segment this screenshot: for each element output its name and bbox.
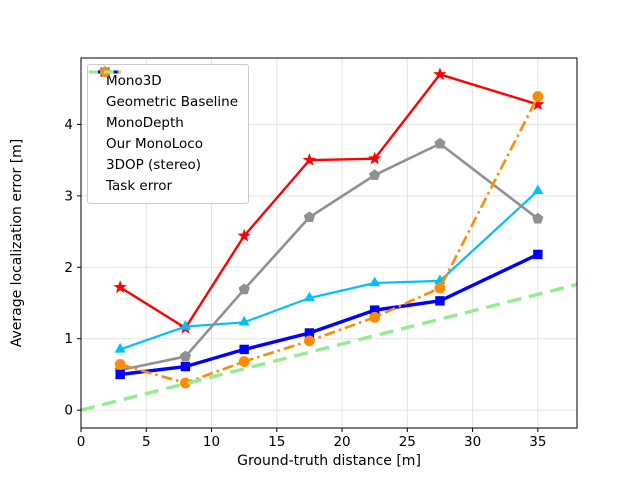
pentagon-marker [532,212,544,224]
square-marker [304,328,315,338]
legend-item-our-monoloco: Our MonoLoco [89,67,238,154]
circle-marker [180,377,191,389]
star-marker [368,151,382,165]
y-tick-label-2: 2 [64,260,73,276]
legend-label-monodepth: MonoDepth [106,115,184,131]
star-marker [113,280,127,293]
pentagon-marker [303,211,316,223]
y-tick-label-0: 0 [64,403,73,419]
triangle-marker [369,276,381,287]
x-tick-label-15: 15 [268,434,285,450]
x-tick-label-35: 35 [529,434,546,450]
pentagon-marker [179,350,192,362]
axis-ticks: 0 5 10 15 20 25 30 35 0 1 2 3 4 [64,117,546,450]
legend-label-our-monoloco: Our MonoLoco [106,136,203,152]
legend: Mono3D Geometric Baseline MonoDepth Our Mon… [87,64,250,204]
triangle-marker [114,343,126,353]
square-marker [115,369,125,380]
y-tick-label-4: 4 [64,117,73,133]
legend-item-geometric-baseline: Geometric Baseline [89,65,239,112]
x-tick-label-10: 10 [203,434,220,450]
series-layer [80,67,578,412]
x-tick-label-25: 25 [399,434,416,450]
y-axis-label: Average localization error [m] [9,139,25,348]
y-tick-label-1: 1 [64,331,73,347]
triangle-marker [179,320,191,330]
x-tick-label-0: 0 [77,434,86,450]
triangle-marker [532,184,544,195]
star-marker [531,97,545,111]
circle-marker [532,91,544,102]
y-tick-label-3: 3 [64,188,73,204]
series-3dop-stereo [114,91,544,389]
circle-marker [238,356,250,367]
legend-label-geometric-baseline: Geometric Baseline [106,94,239,110]
square-marker [369,305,380,315]
pentagon-marker [369,169,381,180]
triangle-marker [303,291,315,302]
legend-item-task-error: Task error [89,70,238,196]
x-tick-label-20: 20 [333,434,350,450]
legend-label-3dop-stereo: 3DOP (stereo) [106,157,202,173]
square-marker [180,361,191,372]
square-marker [435,296,445,306]
legend-sample-task-error [89,70,121,74]
series-line-task-error [80,282,578,412]
x-tick-label-5: 5 [142,434,151,450]
series-our-monoloco [115,249,543,380]
x-tick-label-30: 30 [464,434,481,450]
legend-label-mono3d: Mono3D [106,73,162,89]
x-axis-label: Ground-truth distance [m] [237,453,421,469]
plot-border [80,57,578,429]
legend-item-3dop-stereo: 3DOP (stereo) [89,66,238,175]
legend-item-monodepth: MonoDepth [89,66,238,133]
circle-marker [114,359,126,370]
star-marker [433,67,447,81]
series-task-error [80,282,578,412]
legend-label-task-error: Task error [106,178,173,194]
circle-marker [304,335,315,347]
circle-marker [434,282,446,294]
star-marker [302,153,317,166]
pentagon-marker [238,283,250,295]
square-marker [239,344,249,355]
pentagon-marker [434,137,446,149]
circle-marker [369,311,381,323]
square-marker [533,249,543,260]
star-marker [237,228,251,242]
triangle-marker [238,315,250,326]
